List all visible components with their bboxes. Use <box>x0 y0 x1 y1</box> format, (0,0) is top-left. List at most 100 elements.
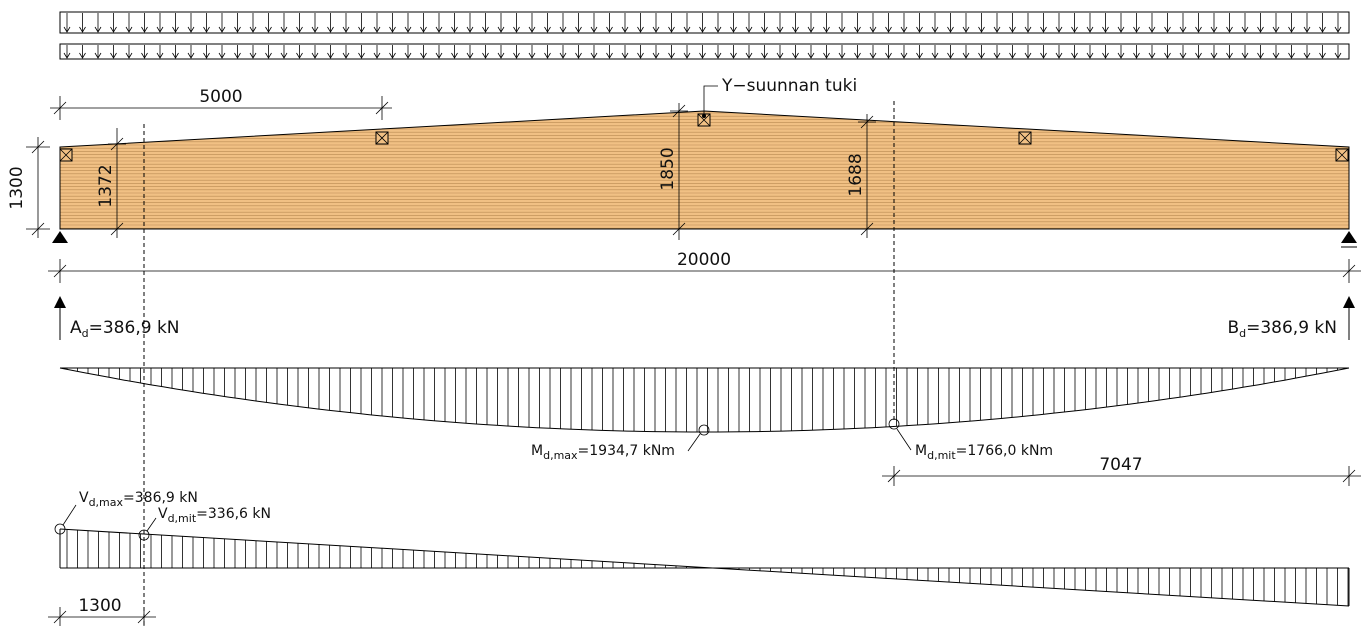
shear-mit-value: =336,6 kN <box>196 506 271 522</box>
reaction-B-subscript: d <box>1239 327 1246 340</box>
load-arrow-head <box>714 52 722 59</box>
dimension-height-at-check-label: 1372 <box>96 164 116 207</box>
load-arrow-head <box>637 52 644 59</box>
load-arrow-head <box>249 26 257 33</box>
load-arrow-head <box>993 26 1001 33</box>
load-arrow-head <box>544 52 551 59</box>
load-arrow-head <box>451 52 458 59</box>
load-arrow-head <box>699 52 706 59</box>
load-arrow-head <box>885 26 892 33</box>
load-arrow-head <box>1102 26 1109 33</box>
load-arrow-head <box>869 26 877 33</box>
shear-mit-symbol: V <box>158 506 168 522</box>
distributed-load-bottom <box>59 43 1350 60</box>
load-arrow-head <box>1086 26 1094 33</box>
load-arrow-head <box>730 26 737 33</box>
load-arrow-head <box>1164 52 1171 59</box>
dimension-shear-check-distance: 1300 <box>48 596 156 626</box>
load-arrow-head <box>1288 52 1295 59</box>
load-arrow-head <box>900 26 908 33</box>
load-arrow-head <box>187 26 195 33</box>
load-arrow-head <box>683 26 691 33</box>
load-arrow-head <box>280 26 288 33</box>
purlin-marker <box>1018 131 1032 145</box>
y-support-callout: Y−suunnan tuki <box>702 76 857 118</box>
moment-mit-symbol: M <box>915 443 927 459</box>
load-arrow-head <box>358 52 365 59</box>
load-arrow-head <box>513 26 520 33</box>
load-arrow-head <box>776 52 784 59</box>
load-arrow-head <box>1226 26 1233 33</box>
load-arrow-head <box>172 26 179 33</box>
load-arrow-head <box>1148 26 1156 33</box>
load-arrow-head <box>94 52 102 59</box>
reaction-A: Ad=386,9 kN <box>54 296 180 340</box>
load-arrow-head <box>311 52 319 59</box>
load-arrow-head <box>141 52 148 59</box>
load-arrow-head <box>296 26 303 33</box>
distributed-load-top <box>59 11 1350 34</box>
moment-max-subscript: d,max <box>543 449 578 462</box>
load-arrow-head <box>1272 26 1280 33</box>
load-arrow-head <box>1195 52 1202 59</box>
load-arrow-head <box>1334 26 1342 33</box>
dimension-mit-distance-label: 7047 <box>1099 455 1142 475</box>
load-arrow-head <box>854 26 861 33</box>
load-arrow-head <box>1071 26 1078 33</box>
shear-max-point <box>54 523 66 535</box>
load-arrow-head <box>575 26 582 33</box>
load-arrow-head <box>606 26 613 33</box>
load-arrow-head <box>668 52 675 59</box>
load-arrow-head <box>931 52 939 59</box>
load-arrow-head <box>110 26 117 33</box>
load-arrow-head <box>621 52 629 59</box>
load-arrow-head <box>823 52 830 59</box>
load-arrow-head <box>249 52 257 59</box>
load-arrow-head <box>404 52 412 59</box>
load-arrow-head <box>792 26 799 33</box>
load-arrow-head <box>947 52 954 59</box>
dimension-height-at-check: 1372 <box>96 128 126 238</box>
load-arrow-head <box>792 52 799 59</box>
support-left <box>52 231 68 243</box>
load-arrow-head <box>962 26 970 33</box>
reaction-B-value: =386,9 kN <box>1246 318 1337 338</box>
load-arrow-head <box>94 26 102 33</box>
load-arrow-head <box>1164 26 1171 33</box>
load-arrow-head <box>389 26 396 33</box>
load-arrow-head <box>404 26 412 33</box>
load-arrow-head <box>652 52 660 59</box>
load-arrow-head <box>1319 52 1326 59</box>
load-arrow-head <box>451 26 458 33</box>
load-arrow-head <box>218 52 226 59</box>
load-arrow-head <box>234 52 241 59</box>
load-arrow-head <box>1117 26 1125 33</box>
moment-mit-point <box>888 418 900 430</box>
load-arrow-head <box>420 52 427 59</box>
load-arrow-head <box>807 52 815 59</box>
dimension-mit-distance: 7047 <box>882 455 1361 486</box>
load-arrow-head <box>1133 52 1140 59</box>
dimension-height-at-mit: 1688 <box>846 114 876 238</box>
load-arrow-head <box>699 26 706 33</box>
reaction-A-value: =386,9 kN <box>89 318 180 338</box>
load-arrow-head <box>234 26 241 33</box>
y-support-label: Y−suunnan tuki <box>721 76 857 96</box>
dimension-shear-check-label: 1300 <box>78 596 121 616</box>
load-arrow-head <box>389 52 396 59</box>
load-arrow-head <box>373 52 381 59</box>
load-arrow-head <box>1040 26 1047 33</box>
dimension-end-height-label: 1300 <box>7 166 27 209</box>
load-arrow-head <box>559 26 567 33</box>
shear-max-subscript: d,max <box>89 496 124 509</box>
dimension-purlin-spacing: 5000 <box>50 87 392 120</box>
load-arrow-head <box>1288 26 1295 33</box>
load-arrow-head <box>203 52 210 59</box>
shear-mit-subscript: d,mit <box>168 512 197 525</box>
load-arrow-head <box>1040 52 1047 59</box>
shear-max-value: =386,9 kN <box>123 490 198 506</box>
load-arrow-head <box>761 26 768 33</box>
load-arrow-head <box>916 26 923 33</box>
load-arrow-head <box>1210 52 1218 59</box>
load-arrow-head <box>1055 26 1063 33</box>
